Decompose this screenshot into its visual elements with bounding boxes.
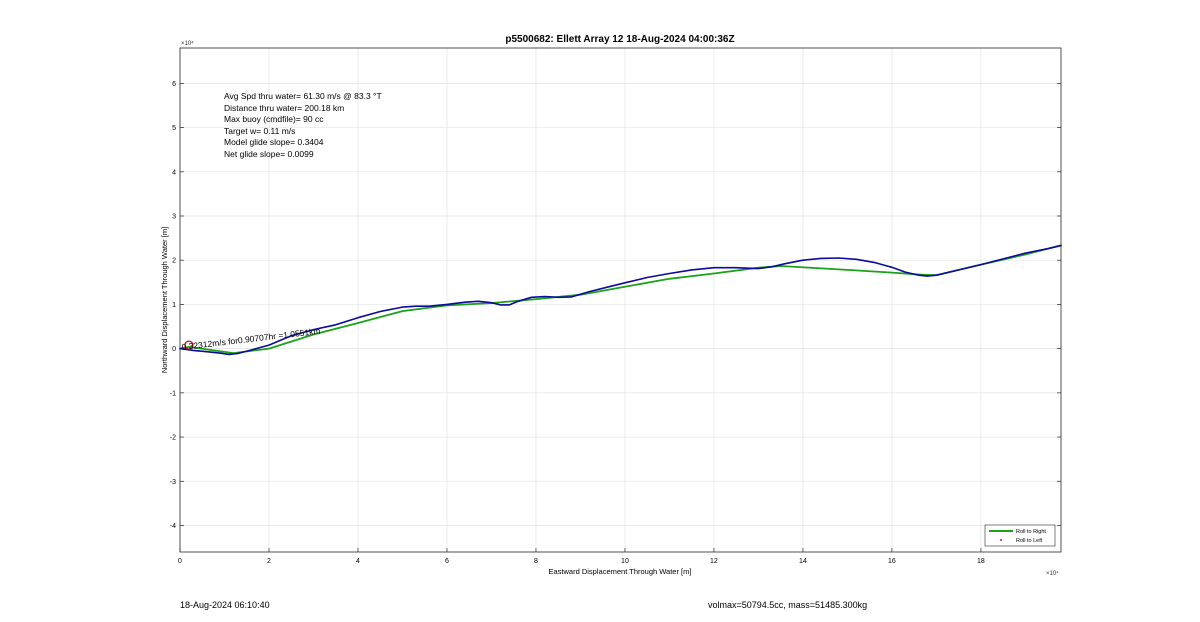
annotation-block: Avg Spd thru water= 61.30 m/s @ 83.3 °T … [224,91,382,159]
series-line-roll-to-right [179,244,1062,355]
y-tick-label: 4 [172,169,176,176]
x-exponent-label: ×10⁴ [1046,570,1059,577]
x-tick-label: 8 [534,558,538,565]
series-lines [179,244,1062,356]
legend-swatch-roll-to-left [1000,539,1002,541]
y-tick-label: -3 [170,479,176,486]
annotation-net-slope: Net glide slope= 0.0099 [224,149,314,159]
series-line-track [179,244,1062,356]
legend-label-roll-to-left: Roll to Left [1016,538,1043,544]
y-tick-label: 3 [172,214,176,221]
y-axis-label: Northward Displacement Through Water [m] [160,227,169,373]
annotation-distance: Distance thru water= 200.18 km [224,103,344,113]
x-tick-label: 4 [356,558,360,565]
x-tick-label: 2 [267,558,271,565]
grid-lines [179,48,1061,552]
y-tick-label: 5 [172,125,176,132]
annotation-avg-speed: Avg Spd thru water= 61.30 m/s @ 83.3 °T [224,91,382,101]
legend-label-roll-to-right: Roll to Right [1016,529,1046,535]
x-tick-label: 0 [178,558,182,565]
chart-title: p5500682: Ellett Array 12 18-Aug-2024 04… [505,34,734,45]
series-line-roll-to-left [179,245,1062,355]
x-axis-label: Eastward Displacement Through Water [m] [549,567,692,576]
y-tick-label: -4 [170,523,176,530]
annotation-model-slope: Model glide slope= 0.3404 [224,137,324,147]
y-tick-label: 6 [172,81,176,88]
start-marker-group [184,340,194,350]
legend: Roll to Right Roll to Left [984,524,1056,547]
footer-timestamp: 18-Aug-2024 06:10:40 [180,600,270,610]
x-tick-label: 10 [621,558,629,565]
y-tick-label: 2 [172,258,176,265]
x-tick-label: 16 [888,558,896,565]
y-tick-label: -2 [170,435,176,442]
y-tick-label: 0 [172,346,176,353]
x-tick-label: 6 [445,558,449,565]
x-tick-label: 12 [710,558,718,565]
x-tick-label: 18 [977,558,985,565]
y-tick-label: 1 [172,302,176,309]
annotation-target-w: Target w= 0.11 m/s [224,126,295,136]
annotation-max-buoy: Max buoy (cmdfile)= 90 cc [224,114,324,124]
plot-area-border [179,47,1062,553]
footer-volume-mass: volmax=50794.5cc, mass=51485.300kg [708,600,868,610]
x-tick-label: 14 [799,558,807,565]
start-marker-circle [184,340,194,350]
y-tick-label: -1 [170,390,176,397]
y-exponent-label: ×10⁴ [181,40,194,47]
